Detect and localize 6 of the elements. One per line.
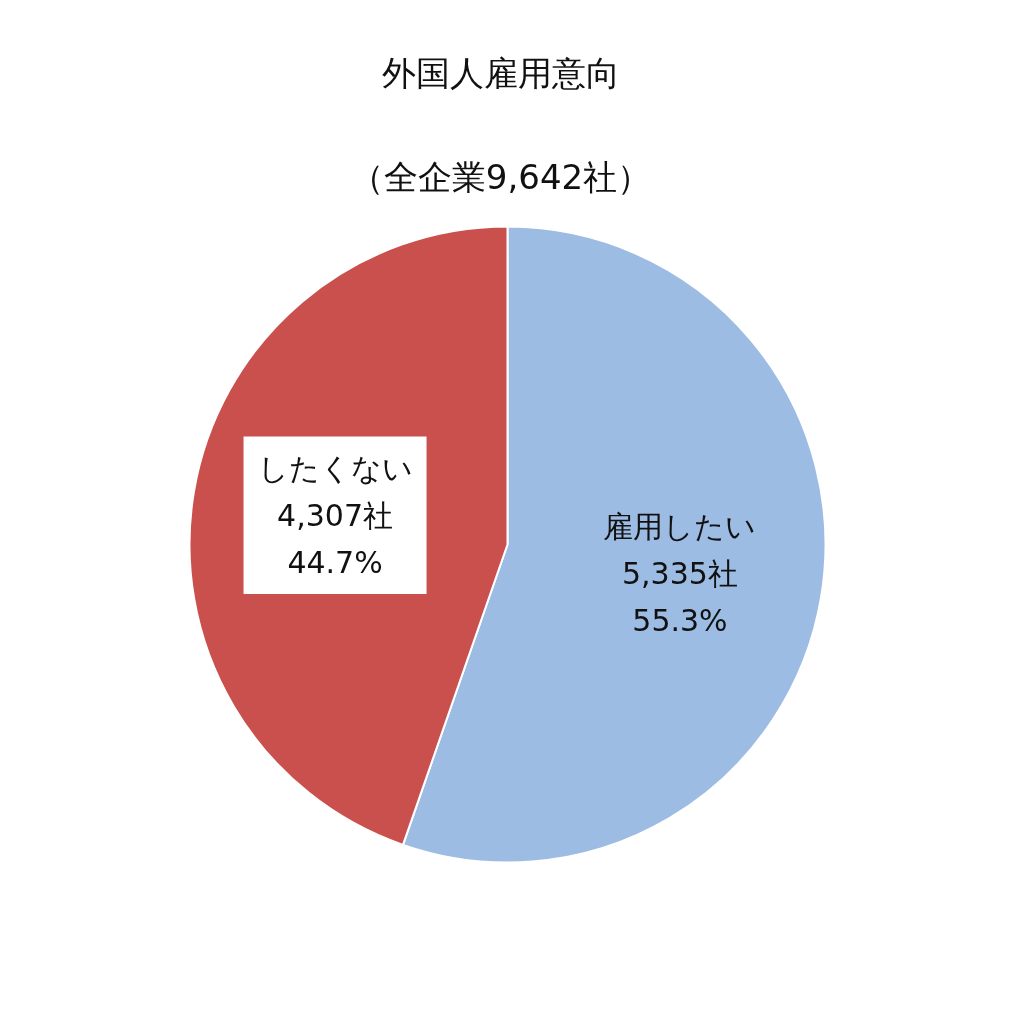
chart-title: 外国人雇用意向 — [381, 52, 620, 93]
data-label: 4,307社 44.7% — [277, 497, 393, 581]
slice-label: 雇用したい — [603, 508, 757, 544]
chart-subtitle: （全企業9,642社） — [349, 156, 652, 197]
data-label: 5,335社 55.3% — [622, 556, 738, 639]
slice-label: したくない — [257, 450, 413, 486]
